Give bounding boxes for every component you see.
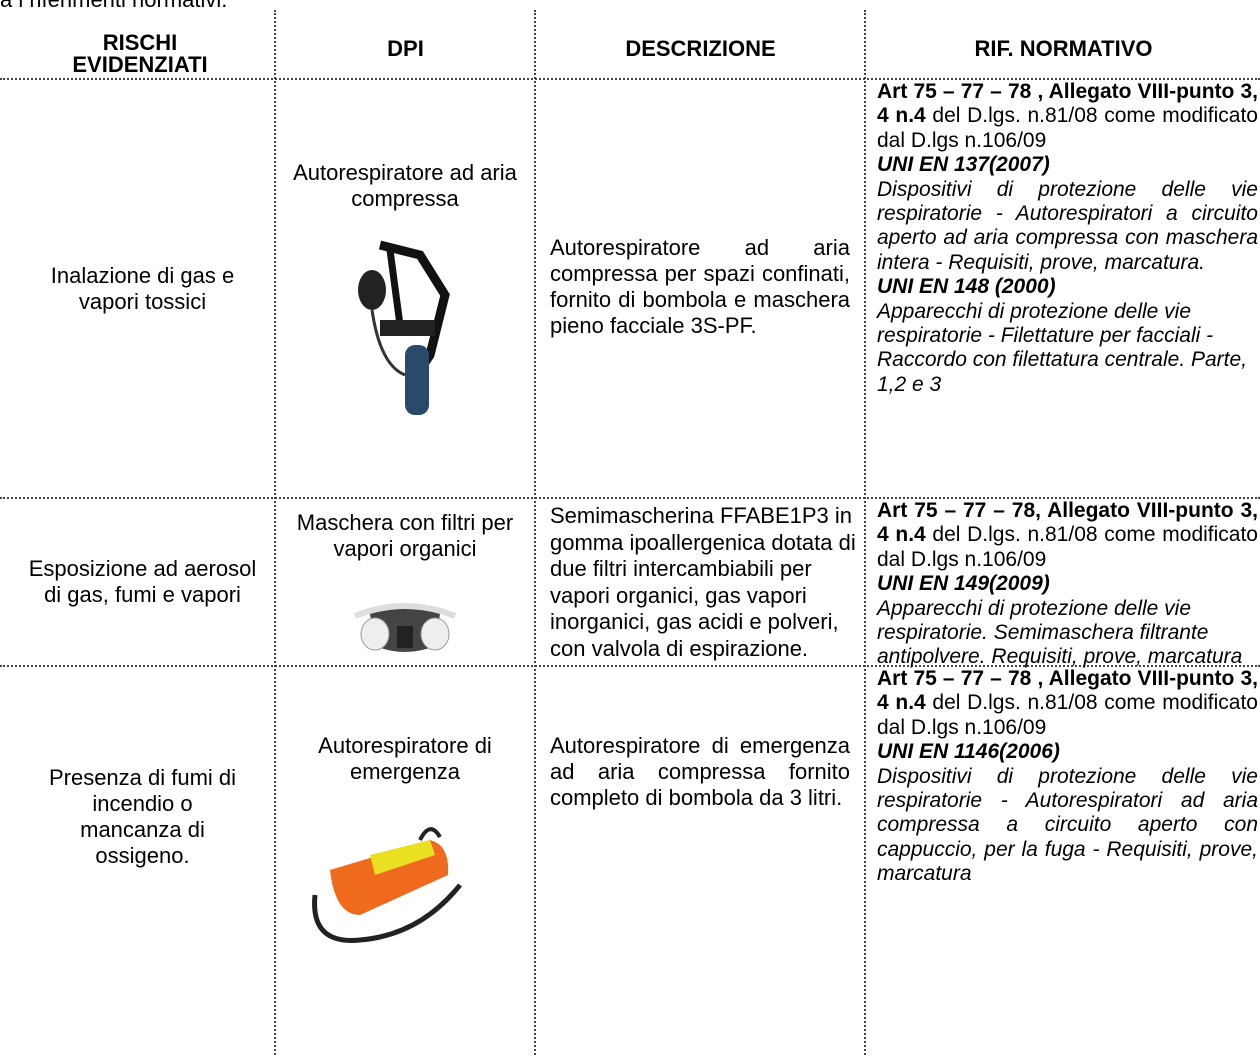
dpi-image bbox=[358, 240, 450, 415]
header-cell: RISCHI EVIDENZIATI bbox=[72, 30, 208, 77]
standard-title: Dispositivi di protezione delle vie resp… bbox=[877, 764, 1258, 886]
law-bold: Art 75 – 77 – 78 , Allegato VIII-punto 3… bbox=[877, 80, 1258, 128]
standard-title: Apparecchi di protezione delle vie respi… bbox=[877, 596, 1243, 669]
dpi-cell: Maschera con filtri per vapori organici bbox=[296, 510, 514, 561]
dpi-cell: Autorespiratore di emergenza bbox=[318, 733, 492, 784]
dpi-cell: Autorespiratore ad aria compressa bbox=[293, 160, 517, 211]
law-text: del D.lgs. n.81/08 come modificato dal D… bbox=[877, 691, 1258, 739]
standard-code: UNI EN 1146(2006) bbox=[877, 740, 1060, 764]
dpi-image bbox=[353, 603, 457, 652]
description-cell: Semimascherina FFABE1P3 in gomma ipoalle… bbox=[550, 503, 856, 661]
standard-title: Dispositivi di protezione delle vie resp… bbox=[877, 177, 1258, 274]
column-divider bbox=[534, 10, 536, 1055]
reference-cell: Art 75 – 77 – 78 , Allegato VIII-punto 3… bbox=[867, 667, 1260, 887]
header-cell: DESCRIZIONE bbox=[625, 36, 776, 61]
risk-cell: Esposizione ad aerosol di gas, fumi e va… bbox=[28, 556, 257, 607]
law-bold: Art 75 – 77 – 78 , Allegato VIII-punto 3… bbox=[877, 667, 1258, 715]
risk-cell: Inalazione di gas e vapori tossici bbox=[50, 262, 235, 314]
standard-code: UNI EN 137(2007) bbox=[877, 153, 1050, 177]
header-cell: DPI bbox=[387, 36, 424, 61]
intro-text: a i riferimenti normativi. bbox=[0, 0, 227, 13]
law-bold: Art 75 – 77 – 78, Allegato VIII-punto 3,… bbox=[877, 499, 1258, 547]
row-divider bbox=[0, 497, 1260, 499]
standard-code: UNI EN 148 (2000) bbox=[877, 275, 1056, 299]
law-text: del D.lgs. n.81/08 come modificato dal D… bbox=[877, 523, 1258, 571]
description-cell: Autorespiratore di emergenza ad aria com… bbox=[550, 733, 850, 810]
risk-cell: Presenza di fumi di incendio o mancanza … bbox=[48, 765, 237, 868]
reference-cell: Art 75 – 77 – 78, Allegato VIII-punto 3,… bbox=[867, 499, 1260, 670]
reference-cell: Art 75 – 77 – 78 , Allegato VIII-punto 3… bbox=[867, 80, 1260, 397]
column-divider bbox=[274, 10, 276, 1055]
row-divider bbox=[0, 665, 1260, 667]
header-cell: RIF. NORMATIVO bbox=[974, 36, 1153, 61]
row-divider bbox=[0, 78, 1260, 80]
column-divider bbox=[864, 10, 866, 1055]
description-cell: Autorespiratore ad aria compressa per sp… bbox=[550, 235, 850, 338]
standard-title: Apparecchi di protezione delle vie respi… bbox=[877, 299, 1248, 396]
standard-code: UNI EN 149(2009) bbox=[877, 572, 1050, 596]
dpi-image bbox=[312, 827, 462, 943]
law-text: del D.lgs. n.81/08 come modificato dal D… bbox=[877, 104, 1258, 152]
